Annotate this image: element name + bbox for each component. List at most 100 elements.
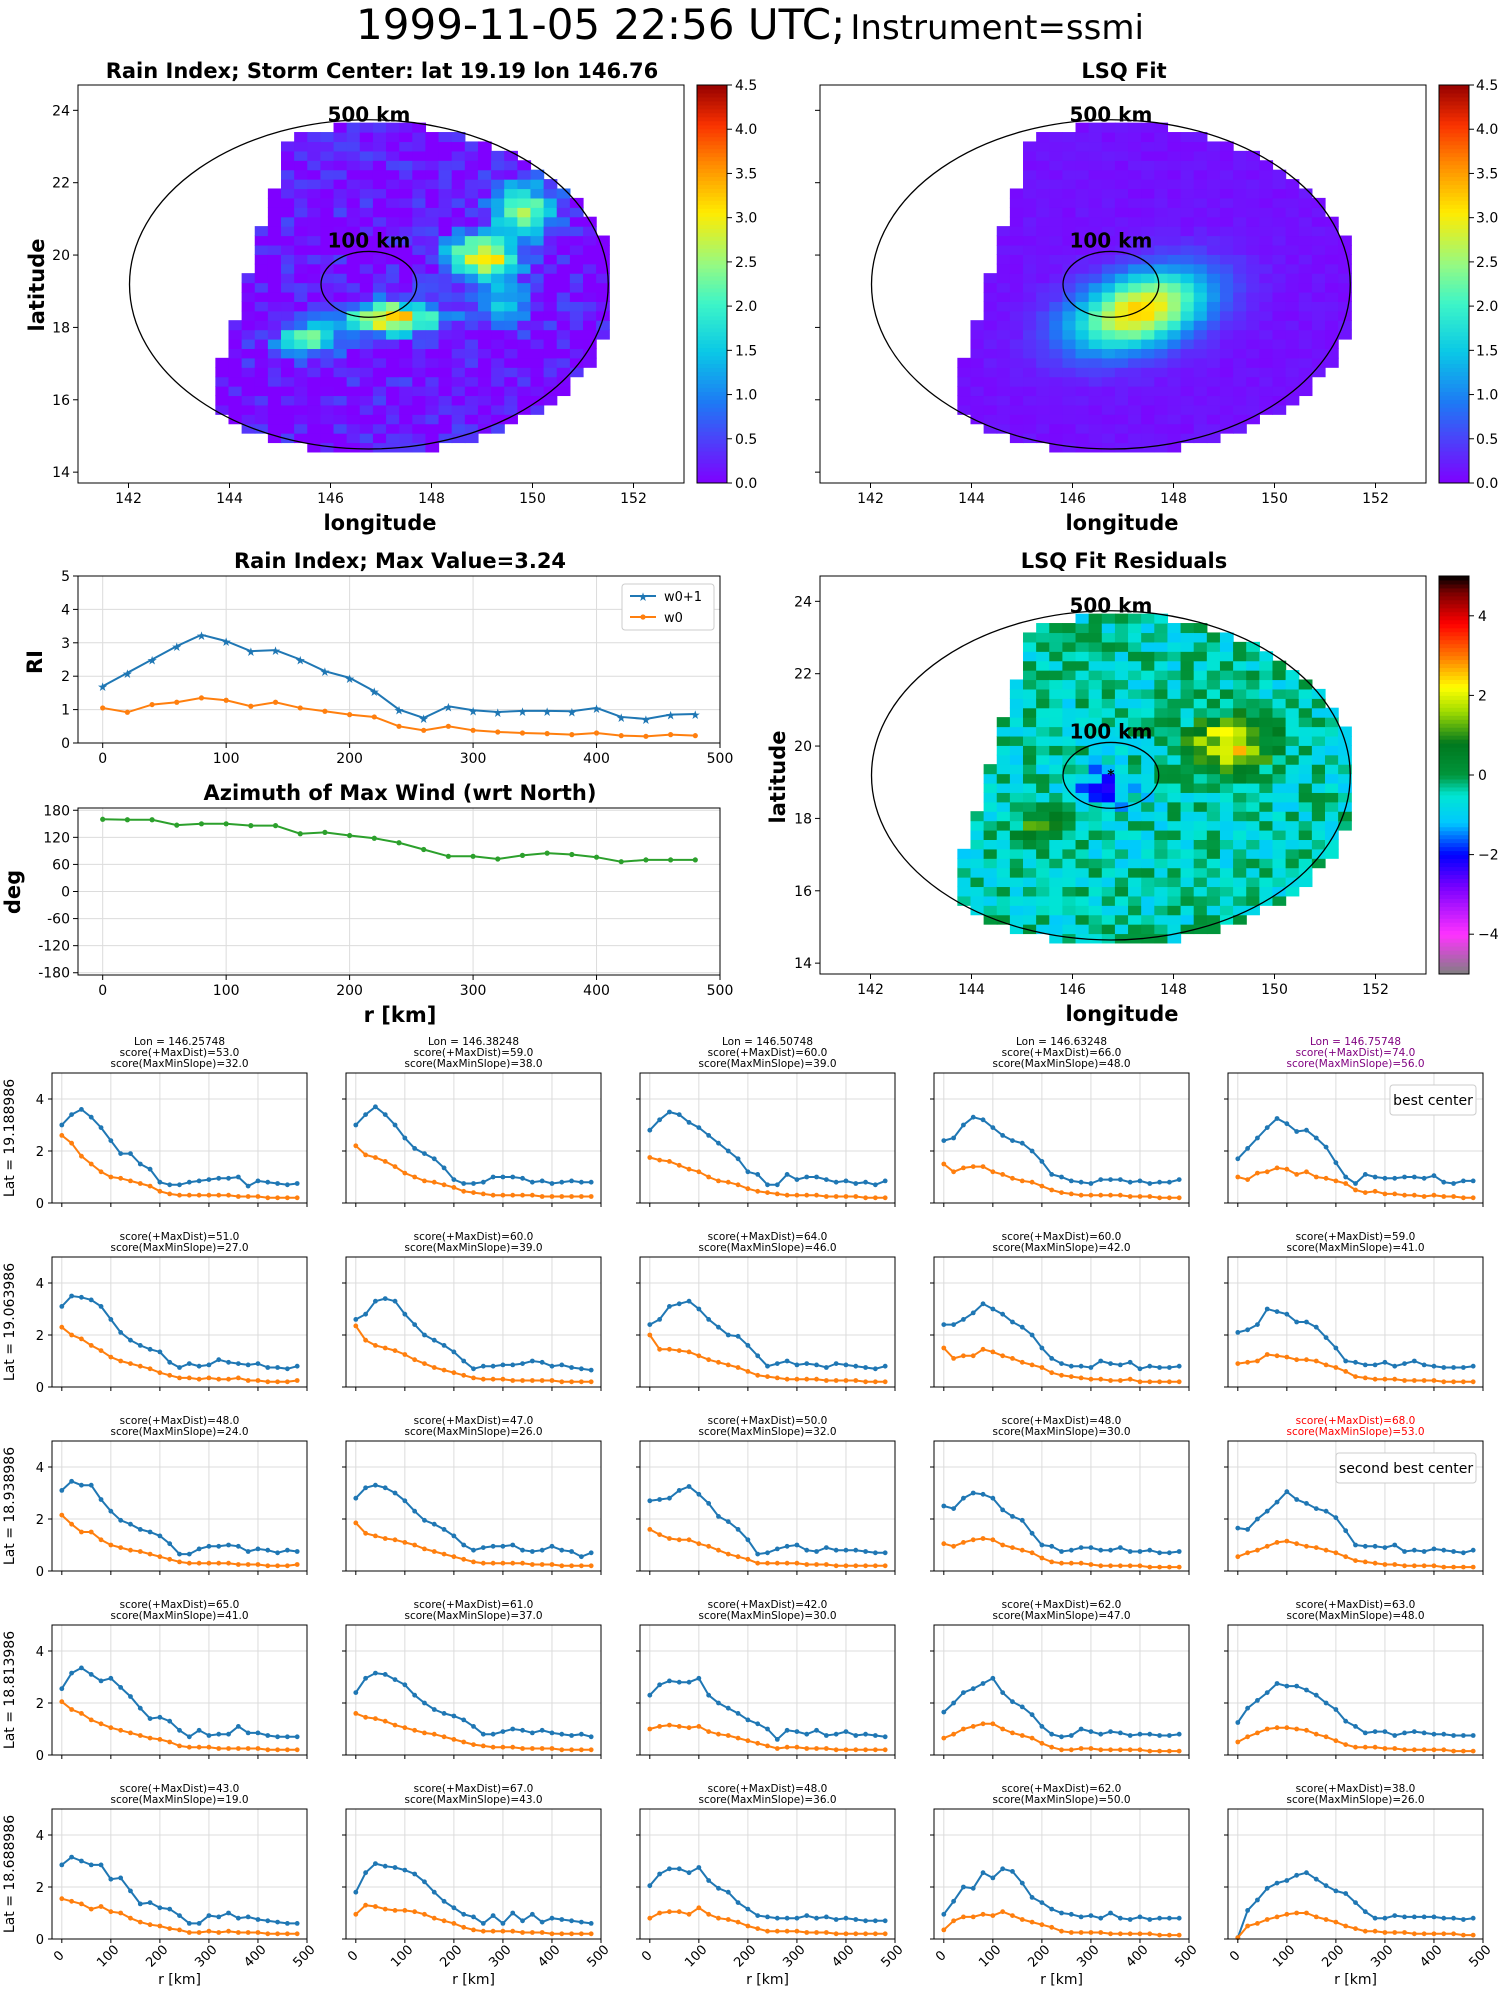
heat-cell	[1088, 386, 1103, 397]
heat-cell	[333, 132, 348, 143]
heat-cell	[1062, 254, 1077, 265]
heat-cell	[464, 433, 479, 444]
data-point	[961, 1690, 966, 1695]
heat-cell	[320, 433, 335, 444]
heat-cell	[1075, 895, 1090, 906]
heat-cell	[1049, 338, 1063, 350]
data-point: ★	[492, 706, 503, 720]
colorbar-slice	[1439, 651, 1469, 657]
data-point	[157, 1714, 163, 1720]
heat-cell	[596, 263, 610, 274]
data-point	[1019, 1517, 1025, 1523]
heat-cell	[1114, 764, 1129, 775]
heat-cell	[1285, 357, 1300, 368]
panel-frame	[345, 1808, 602, 1940]
data-point	[843, 1362, 849, 1368]
data-point	[500, 1928, 506, 1934]
heat-cell	[596, 291, 610, 302]
data-point	[823, 1365, 829, 1370]
heat-cell	[1141, 273, 1155, 284]
heat-cell	[1101, 263, 1116, 274]
heat-cell	[1154, 132, 1169, 143]
heat-cell	[1141, 291, 1155, 302]
data-point	[1088, 1913, 1094, 1918]
data-point	[245, 1194, 251, 1199]
colorbar-slice	[1439, 248, 1469, 253]
data-point	[1421, 1549, 1427, 1554]
data-point	[1294, 1910, 1300, 1916]
heat-cell	[1088, 423, 1103, 434]
heat-cell	[1246, 414, 1260, 425]
data-point	[402, 1725, 408, 1731]
colorbar-slice	[697, 228, 727, 233]
heat-cell	[970, 357, 985, 368]
data-point	[1392, 1913, 1398, 1918]
heat-cell	[1088, 660, 1103, 671]
heat-cell	[1062, 688, 1077, 699]
heat-cell	[1062, 895, 1077, 906]
y-tick-label: 2	[36, 1881, 44, 1896]
data-point	[59, 1324, 65, 1330]
heat-cell	[583, 282, 597, 293]
heat-cell	[517, 282, 532, 293]
heat-cell	[1193, 386, 1208, 397]
panel-score-slope: score(MaxMinSlope)=39.0	[698, 1058, 836, 1070]
data-point	[353, 1690, 359, 1695]
heat-cell	[451, 197, 466, 208]
heat-cell	[1141, 867, 1155, 878]
heat-cell	[491, 348, 505, 359]
data-point	[1402, 1549, 1407, 1554]
data-point	[833, 1931, 839, 1937]
heat-cell	[1062, 301, 1077, 312]
grid-panel-r0-c3: score(MaxMinSlope)=48.0score(+MaxDist)=6…	[930, 1036, 1190, 1207]
heat-cell	[1298, 367, 1313, 378]
heat-cell	[1075, 395, 1090, 406]
heat-cell	[957, 848, 972, 859]
heat-cell	[281, 197, 295, 208]
heat-cell	[412, 122, 427, 133]
heat-cell	[1075, 141, 1090, 152]
heat-cell	[438, 150, 453, 161]
data-point	[647, 1498, 653, 1504]
heat-cell	[1036, 895, 1050, 906]
data-point	[569, 1747, 574, 1753]
heat-cell	[1311, 235, 1326, 246]
panel-frame	[345, 1072, 602, 1204]
y-tick-label: 0	[36, 1933, 44, 1948]
heat-cell	[491, 160, 505, 171]
data-point	[1088, 1192, 1094, 1198]
heat-cell	[425, 132, 440, 143]
data-point	[1353, 1724, 1358, 1729]
data-point	[371, 714, 377, 720]
data-point	[382, 1345, 388, 1351]
y-tick-label: 0	[36, 1381, 44, 1396]
heat-cell	[386, 122, 400, 133]
heat-cell	[1233, 829, 1247, 841]
heat-cell	[1233, 244, 1247, 255]
data-point	[157, 1179, 163, 1185]
heat-cell	[1167, 670, 1182, 681]
heat-cell	[1036, 197, 1050, 208]
heat-cell	[451, 160, 466, 171]
data-point	[128, 1547, 133, 1553]
heat-cell	[1298, 679, 1313, 690]
heat-cell	[1154, 632, 1169, 643]
data-point	[1166, 1179, 1172, 1185]
data-point	[706, 1501, 712, 1506]
grid-panel-r1-c0: 024score(MaxMinSlope)=27.0score(+MaxDist…	[2, 1231, 308, 1396]
heat-cell	[1023, 660, 1037, 671]
data-point	[118, 1517, 124, 1523]
heat-cell	[386, 132, 400, 143]
colorbar-slice	[1439, 635, 1469, 641]
panel-score-dist: score(+MaxDist)=68.0	[1296, 1415, 1416, 1427]
data-point	[1098, 1177, 1104, 1182]
heat-cell	[1088, 773, 1103, 784]
data-point	[706, 1357, 712, 1363]
heat-cell	[228, 414, 243, 425]
data-point	[1333, 1888, 1339, 1894]
heat-cell	[1167, 905, 1182, 916]
heat-cell	[1285, 811, 1300, 822]
heat-cell	[1088, 698, 1103, 709]
data-point	[970, 1490, 976, 1496]
heat-cell	[1049, 169, 1063, 180]
